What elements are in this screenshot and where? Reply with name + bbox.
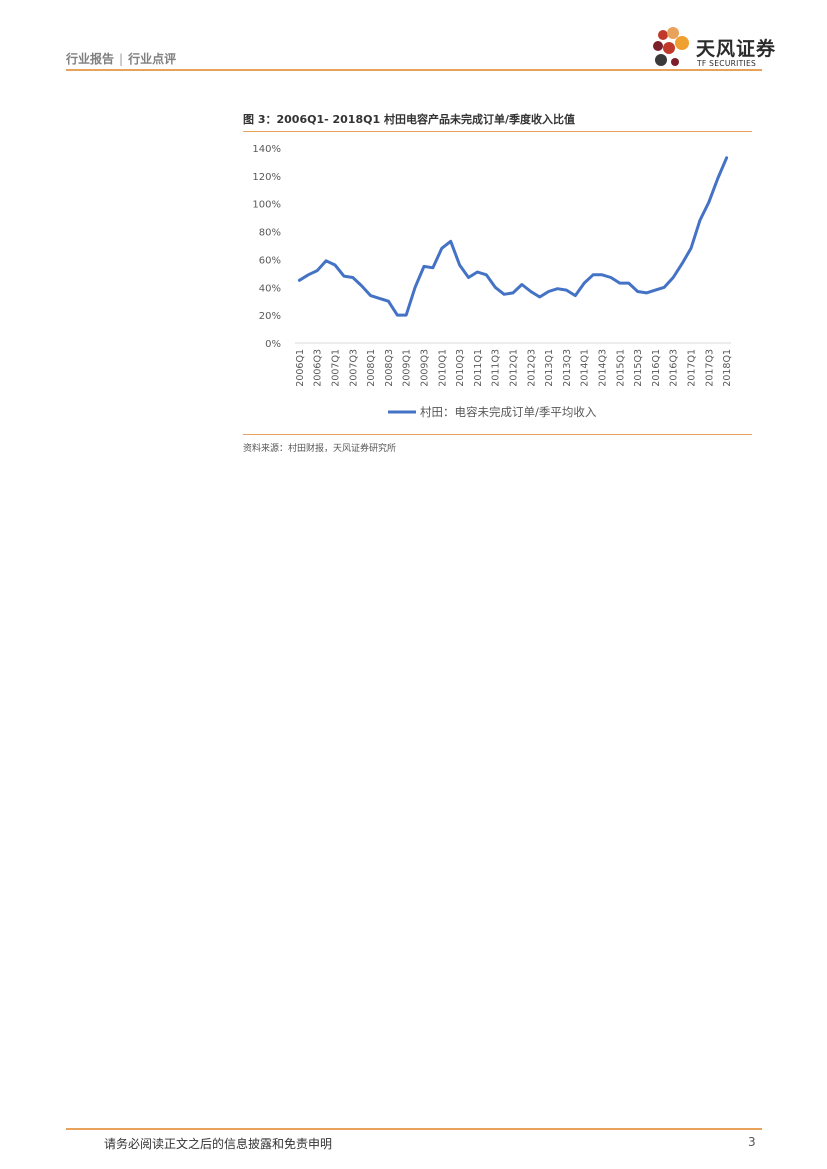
header-rule [66, 69, 762, 71]
x-tick-label: 2014Q3 [597, 349, 608, 387]
logo-name: 天风证券 [696, 38, 777, 60]
x-tick-label: 2006Q3 [313, 349, 324, 387]
footer-rule [66, 1128, 762, 1130]
x-tick-label: 2010Q3 [455, 349, 466, 387]
x-tick-label: 2016Q1 [651, 349, 662, 387]
x-tick-label: 2011Q1 [473, 349, 484, 387]
x-tick-label: 2009Q3 [420, 349, 431, 387]
tf-logo-icon [653, 27, 689, 66]
series-line [297, 156, 729, 317]
x-tick-label: 2007Q3 [348, 349, 359, 387]
x-tick-label: 2018Q1 [722, 349, 733, 387]
header-separator: | [119, 52, 124, 66]
y-tick-label: 100% [252, 200, 281, 211]
x-tick-label: 2008Q1 [366, 349, 377, 387]
x-tick-label: 2013Q3 [562, 349, 573, 387]
y-tick-label: 120% [252, 172, 281, 183]
x-tick-label: 2008Q3 [384, 349, 395, 387]
legend-label: 村田：电容未完成订单/季平均收入 [420, 405, 597, 419]
figure-title: 图 3：2006Q1- 2018Q1 村田电容产品未完成订单/季度收入比值 [243, 113, 575, 126]
x-tick-label: 2007Q1 [331, 349, 342, 387]
page-number: 3 [748, 1135, 756, 1149]
x-tick-label: 2017Q3 [704, 349, 715, 387]
x-tick-label: 2015Q1 [615, 349, 626, 387]
x-tick-label: 2011Q3 [491, 349, 502, 387]
report-category-label: 行业报告 [66, 52, 115, 66]
y-tick-label: 20% [259, 311, 281, 322]
x-tick-label: 2012Q1 [509, 349, 520, 387]
y-tick-label: 0% [265, 339, 281, 350]
x-tick-label: 2016Q3 [669, 349, 680, 387]
x-tick-label: 2014Q1 [580, 349, 591, 387]
x-tick-label: 2006Q1 [295, 349, 306, 387]
x-tick-label: 2009Q1 [402, 349, 413, 387]
x-tick-label: 2017Q1 [686, 349, 697, 387]
x-tick-label: 2010Q1 [437, 349, 448, 387]
figure-bottom-rule [243, 434, 752, 435]
x-tick-label: 2013Q1 [544, 349, 555, 387]
y-tick-label: 80% [259, 228, 281, 239]
y-tick-label: 40% [259, 283, 281, 294]
x-tick-label: 2012Q3 [526, 349, 537, 387]
line-chart: 0% 20% 40% 60% 80% 100% 120% 140% 2006Q1 2006Q3 20… [252, 144, 733, 419]
report-subcategory-label: 行业点评 [128, 52, 177, 66]
figure-source: 资料来源：村田财报，天风证券研究所 [243, 444, 397, 454]
y-tick-label: 140% [252, 144, 281, 155]
footer-disclaimer: 请务必阅读正文之后的信息披露和免责申明 [104, 1137, 333, 1151]
y-tick-label: 60% [259, 255, 281, 266]
logo-subtitle: TF SECURITIES [697, 59, 757, 68]
x-tick-label: 2015Q3 [633, 349, 644, 387]
report-category: 行业报告 | 行业点评 [66, 50, 176, 67]
figure-top-rule [243, 131, 752, 132]
